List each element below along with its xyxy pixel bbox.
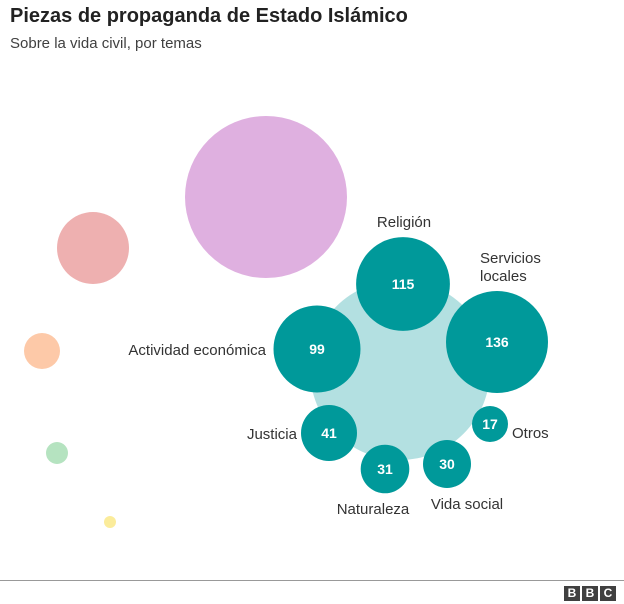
value-label: 115 <box>392 276 415 292</box>
chart-subtitle: Sobre la vida civil, por temas <box>10 35 202 52</box>
category-label: Vida social <box>431 496 503 513</box>
value-label: 41 <box>321 425 337 441</box>
data-bubble <box>273 305 361 393</box>
theme-bubble <box>57 212 129 284</box>
data-bubble <box>356 237 450 331</box>
data-bubble <box>446 291 548 393</box>
logo-letter: B <box>582 586 598 601</box>
theme-bubble <box>185 116 347 278</box>
data-bubble <box>472 406 508 442</box>
data-bubble <box>423 440 471 488</box>
category-label: Actividad económica <box>128 342 266 359</box>
value-label: 99 <box>309 341 325 357</box>
data-bubble <box>301 405 357 461</box>
bbc-logo: B B C <box>564 586 616 601</box>
theme-bubble <box>24 333 60 369</box>
value-label: 136 <box>485 334 509 350</box>
theme-bubble <box>46 442 68 464</box>
category-label: Otros <box>512 425 549 442</box>
logo-letter: C <box>600 586 616 601</box>
value-label: 31 <box>377 461 393 477</box>
category-label: Justicia <box>247 426 298 443</box>
value-label: 30 <box>439 456 455 472</box>
category-label: Servicios <box>480 250 541 267</box>
value-label: 17 <box>482 416 498 432</box>
category-label: locales <box>480 268 527 285</box>
data-bubble <box>360 444 410 494</box>
footer-divider <box>0 580 624 581</box>
theme-bubble <box>104 516 116 528</box>
category-label: Naturaleza <box>337 501 410 518</box>
chart-title: Piezas de propaganda de Estado Islámico <box>10 5 408 27</box>
group-bubble <box>310 280 490 460</box>
category-label: Religión <box>377 214 431 231</box>
logo-letter: B <box>564 586 580 601</box>
